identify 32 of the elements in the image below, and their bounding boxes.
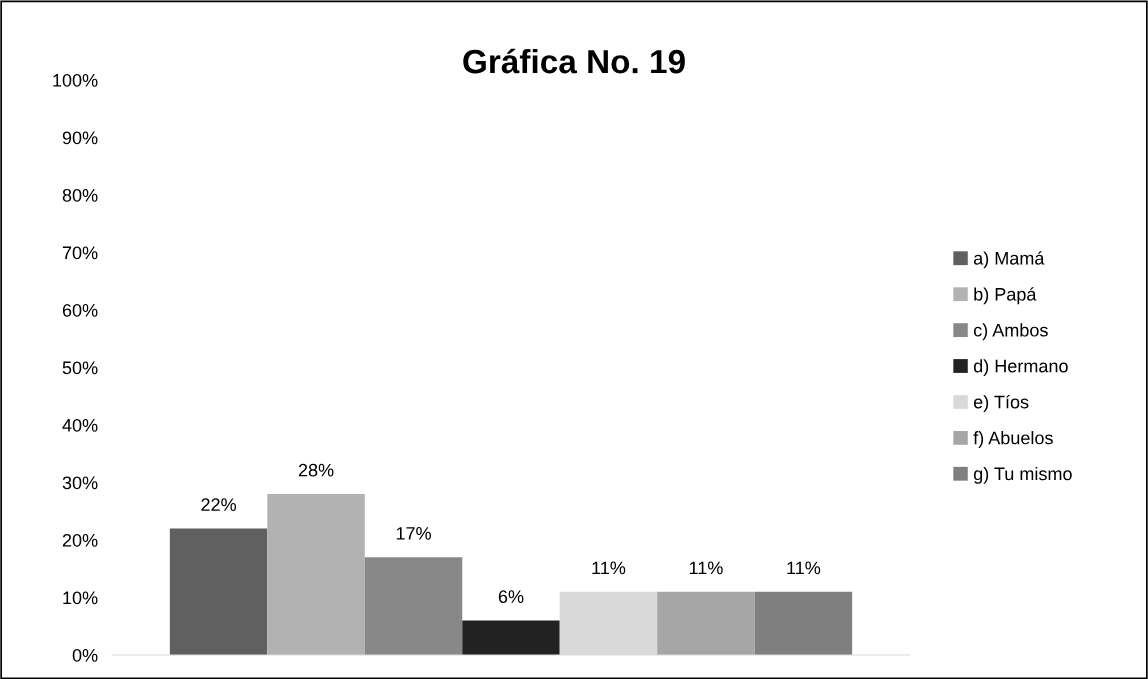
legend-label: g) Tu mismo xyxy=(973,466,1072,484)
legend-label: e) Tíos xyxy=(973,394,1029,413)
y-tick-label: 70% xyxy=(62,246,98,260)
data-label: 17% xyxy=(396,527,431,540)
y-tick-label: 0% xyxy=(72,648,98,662)
y-tick-label: 20% xyxy=(62,533,98,547)
bar xyxy=(364,557,463,655)
y-tick-label: 50% xyxy=(62,361,98,375)
y-tick-label: 80% xyxy=(62,188,98,202)
bar xyxy=(462,620,560,655)
bar xyxy=(267,494,365,655)
data-label: 28% xyxy=(298,463,334,477)
data-label: 11% xyxy=(787,561,821,575)
legend-label: a) Mamá xyxy=(973,251,1045,269)
data-label: 22% xyxy=(201,498,237,511)
y-tick-label: 100% xyxy=(53,73,98,87)
data-label: 11% xyxy=(592,561,626,575)
legend-label: b) Papá xyxy=(974,287,1037,305)
y-tick-label: 30% xyxy=(62,476,98,490)
y-tick-label: 10% xyxy=(63,591,98,605)
y-tick-label: 60% xyxy=(62,303,98,317)
y-tick-label: 40% xyxy=(62,418,98,432)
bar xyxy=(657,591,755,655)
legend-label: c) Ambos xyxy=(973,323,1048,341)
bar xyxy=(754,591,853,655)
legend-label: f) Abuelos xyxy=(973,431,1053,448)
chart-title: Gráfica No. 19 xyxy=(463,48,685,74)
bar xyxy=(169,528,268,655)
data-label: 11% xyxy=(689,561,723,575)
data-label: 6% xyxy=(498,590,524,604)
legend-label: d) Hermano xyxy=(973,359,1068,377)
y-tick-label: 90% xyxy=(62,131,98,145)
